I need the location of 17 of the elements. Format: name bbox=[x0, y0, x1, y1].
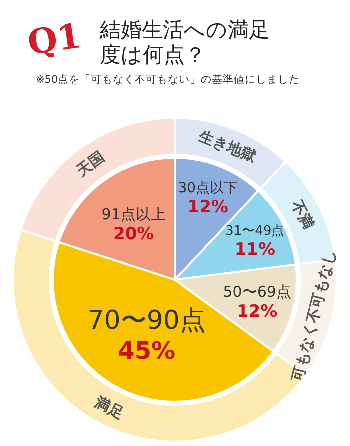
slice-label: 31〜49点 bbox=[226, 224, 285, 240]
slice-label: 70〜90点 bbox=[88, 306, 206, 336]
text: 満足 bbox=[92, 393, 128, 423]
slice-label: 91点以上 bbox=[102, 205, 166, 224]
chart-title: 結婚生活への満足度は何点？ bbox=[100, 18, 270, 68]
text: 生き地獄 bbox=[196, 127, 260, 166]
data-label: 20% bbox=[114, 224, 154, 244]
slice-label: 50〜69点 bbox=[223, 283, 292, 302]
text: 不満 bbox=[288, 197, 318, 232]
data-label: 45% bbox=[118, 337, 176, 366]
text: Q1 bbox=[25, 16, 84, 64]
slice-label: 30点以下 bbox=[178, 180, 238, 196]
data-label: 12% bbox=[188, 197, 228, 218]
data-label: 11% bbox=[234, 240, 276, 260]
text: 天国 bbox=[73, 148, 108, 180]
chart-subtitle: ※50点を「可もなく不可もない」の基準値にしました bbox=[36, 73, 300, 87]
data-label: 12% bbox=[236, 302, 278, 322]
